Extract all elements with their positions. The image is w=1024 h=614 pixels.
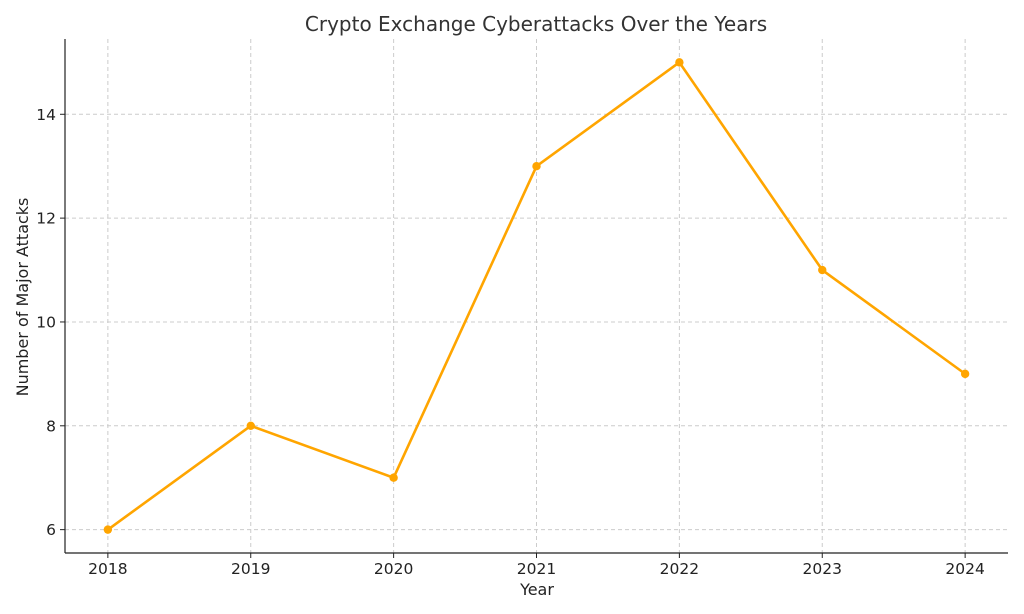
- chart-title: Crypto Exchange Cyberattacks Over the Ye…: [305, 12, 767, 36]
- y-tick-label: 6: [46, 521, 56, 539]
- data-point: [532, 162, 541, 171]
- data-point: [389, 473, 398, 482]
- x-tick-label: 2021: [517, 560, 556, 578]
- y-axis-label: Number of Major Attacks: [13, 198, 32, 397]
- series: [103, 58, 970, 534]
- x-tick-label: 2024: [945, 560, 984, 578]
- y-tick-label: 12: [36, 210, 56, 228]
- data-point: [675, 58, 684, 67]
- data-point: [818, 265, 827, 275]
- y-tick-label: 8: [46, 417, 56, 435]
- y-tick-label: 14: [36, 106, 56, 124]
- x-tick-label: 2018: [88, 560, 127, 578]
- data-point: [246, 421, 255, 430]
- x-tick-label: 2023: [803, 560, 842, 578]
- x-tick-label: 2022: [660, 560, 699, 578]
- x-tick-label: 2020: [374, 560, 413, 578]
- x-axis-label: Year: [519, 580, 554, 599]
- data-point: [103, 525, 113, 534]
- y-tick-label: 10: [36, 313, 56, 331]
- ticks: 2018 2019 2020 2021 2022 2023 2024 6 8 10 12 14: [36, 106, 985, 578]
- x-tick-label: 2019: [231, 560, 270, 578]
- grid-lines: [65, 39, 1008, 553]
- data-point: [960, 369, 970, 379]
